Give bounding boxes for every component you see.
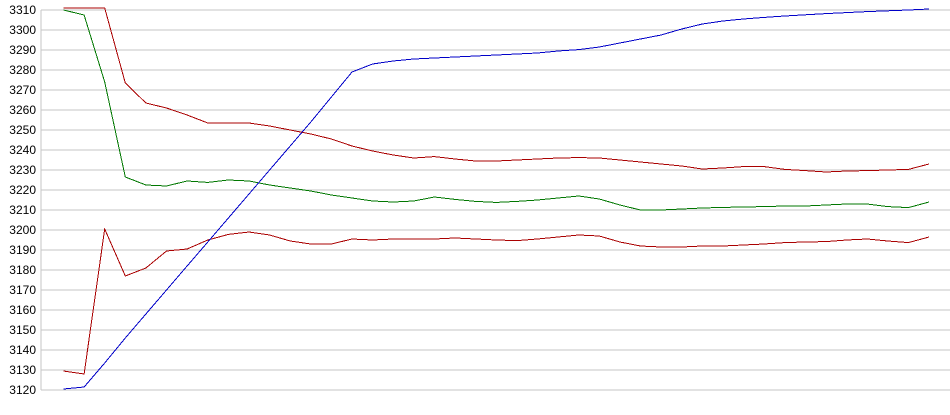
series-group [63,7,930,390]
series-red-upper-line [63,7,930,173]
y-axis-tick-label: 3200 [9,223,36,237]
y-axis-tick-label: 3210 [9,203,36,217]
series-red-lower-line [63,227,930,375]
y-axis-tick-label: 3220 [9,183,36,197]
y-axis-tick-label: 3120 [9,383,36,397]
y-axis-tick-label: 3300 [9,23,36,37]
y-axis-tick-label: 3260 [9,103,36,117]
y-axis-tick-label: 3150 [9,323,36,337]
series-green-line [63,9,930,211]
y-axis-tick-label: 3130 [9,363,36,377]
y-axis-tick-label: 3140 [9,343,36,357]
y-axis-tick-label: 3310 [9,3,36,17]
y-axis-tick-label: 3190 [9,243,36,257]
y-axis-tick-label: 3180 [9,263,36,277]
y-axis-tick-label: 3250 [9,123,36,137]
y-axis-tick-label: 3240 [9,143,36,157]
y-axis-tick-label: 3160 [9,303,36,317]
y-axis-tick-label: 3290 [9,43,36,57]
series-blue-line [63,8,930,390]
y-axis-tick-label: 3270 [9,83,36,97]
y-axis-tick-label: 3230 [9,163,36,177]
y-axis-labels: 3310 3300 3290 3280 3270 3260 3250 3240 3230 3220… [9,3,36,397]
grid [41,9,950,391]
y-axis-tick-label: 3280 [9,63,36,77]
y-axis-tick-label: 3170 [9,283,36,297]
